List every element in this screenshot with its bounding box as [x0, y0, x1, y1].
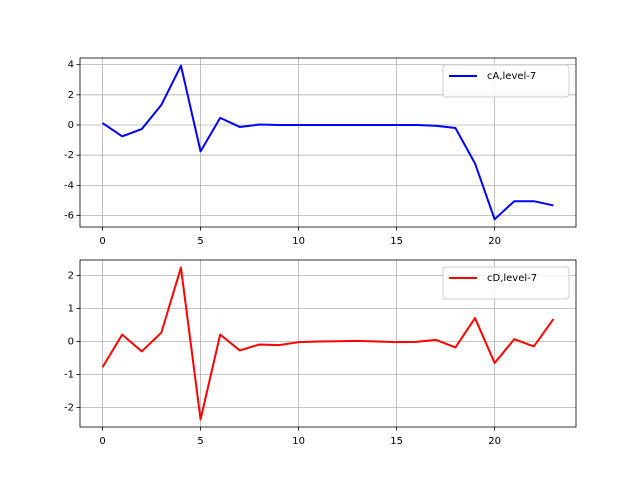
- y-tick-label: 0: [68, 337, 74, 348]
- x-tick-label: 10: [292, 436, 305, 447]
- y-tick-label: 1: [68, 304, 74, 315]
- y-tick-label: -1: [64, 370, 74, 381]
- legend-label: cD,level-7: [487, 273, 537, 284]
- x-tick-label: 20: [488, 236, 501, 247]
- legend: cA,level-7: [442, 64, 570, 98]
- x-tick-label: 5: [197, 236, 203, 247]
- x-tick-label: 15: [390, 436, 403, 447]
- legend-box: [442, 64, 570, 98]
- x-tick-label: 20: [488, 436, 501, 447]
- y-tick-label: 2: [68, 90, 74, 101]
- legend: cD,level-7: [442, 266, 570, 300]
- y-tick-label: 2: [68, 271, 74, 282]
- y-tick-label: -2: [64, 150, 74, 161]
- y-tick-label: -2: [64, 403, 74, 414]
- y-tick-label: 4: [68, 60, 74, 71]
- y-tick-label: -4: [64, 180, 74, 191]
- data-line: [101, 64, 554, 221]
- x-tick-label: 0: [99, 436, 105, 447]
- x-tick-label: 0: [99, 236, 105, 247]
- x-tick-label: 10: [292, 236, 305, 247]
- x-tick-label: 15: [390, 236, 403, 247]
- y-tick-label: 0: [68, 120, 74, 131]
- axes: 0 5 10 15 20 -6 -4 -2 0 2 4 cA,level-7: [64, 57, 577, 247]
- plot-frame: [79, 57, 577, 228]
- legend-label: cA,level-7: [487, 71, 536, 82]
- axes: 0 5 10 15 20 -2 -1 0 1 2 cD,level-7: [64, 259, 577, 447]
- data-line: [101, 266, 555, 421]
- x-tick-label: 5: [197, 436, 203, 447]
- legend-box: [442, 266, 570, 300]
- plot-frame: [79, 259, 577, 428]
- y-tick-label: -6: [64, 211, 74, 222]
